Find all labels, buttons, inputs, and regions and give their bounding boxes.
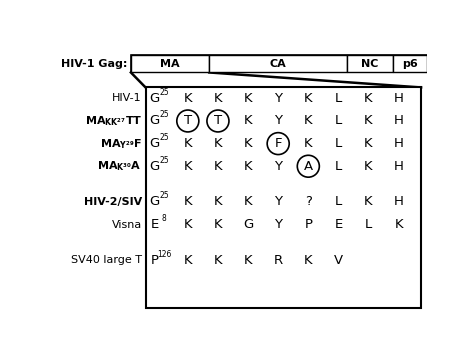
Text: K: K bbox=[183, 218, 192, 231]
Text: K: K bbox=[364, 160, 373, 173]
Text: K: K bbox=[183, 137, 192, 150]
Text: K: K bbox=[244, 254, 252, 267]
Text: F: F bbox=[274, 137, 282, 150]
Text: L: L bbox=[335, 137, 342, 150]
Text: G: G bbox=[243, 218, 253, 231]
Text: NC: NC bbox=[361, 59, 378, 69]
Text: K: K bbox=[183, 160, 192, 173]
Text: Y: Y bbox=[274, 218, 282, 231]
Text: K: K bbox=[183, 254, 192, 267]
Text: K: K bbox=[244, 137, 252, 150]
Text: H: H bbox=[394, 114, 404, 127]
Text: H: H bbox=[394, 160, 404, 173]
Text: L: L bbox=[335, 160, 342, 173]
Text: K: K bbox=[214, 195, 222, 209]
Text: K: K bbox=[364, 195, 373, 209]
Text: K: K bbox=[214, 160, 222, 173]
Text: MA: MA bbox=[160, 59, 180, 69]
Bar bbox=[131, 55, 209, 73]
Text: A: A bbox=[304, 160, 313, 173]
Text: ?: ? bbox=[305, 195, 312, 209]
Text: 25: 25 bbox=[159, 156, 169, 165]
Text: CA: CA bbox=[270, 59, 286, 69]
Text: E: E bbox=[151, 218, 159, 231]
Text: T: T bbox=[214, 114, 222, 127]
Text: K: K bbox=[394, 218, 403, 231]
Text: G: G bbox=[150, 114, 160, 127]
Text: Y: Y bbox=[274, 160, 282, 173]
Text: K: K bbox=[244, 92, 252, 105]
Text: G: G bbox=[150, 137, 160, 150]
Text: E: E bbox=[334, 218, 343, 231]
Text: 25: 25 bbox=[159, 88, 169, 97]
Text: $\mathbf{MA}_{\mathbf{K}^{\mathbf{30}}}\mathbf{A}$: $\mathbf{MA}_{\mathbf{K}^{\mathbf{30}}}\… bbox=[97, 159, 142, 173]
Text: Y: Y bbox=[274, 114, 282, 127]
Text: $\mathbf{MA}_{\mathbf{Y}^{\mathbf{29}}}\mathbf{F}$: $\mathbf{MA}_{\mathbf{Y}^{\mathbf{29}}}\… bbox=[100, 137, 142, 150]
Text: K: K bbox=[214, 218, 222, 231]
Text: G: G bbox=[150, 195, 160, 209]
Text: H: H bbox=[394, 92, 404, 105]
Text: HIV-1: HIV-1 bbox=[112, 93, 142, 103]
Text: K: K bbox=[364, 92, 373, 105]
Text: L: L bbox=[335, 114, 342, 127]
Text: T: T bbox=[184, 114, 192, 127]
Text: K: K bbox=[214, 254, 222, 267]
Bar bbox=[392, 55, 427, 73]
Text: K: K bbox=[244, 195, 252, 209]
Bar bbox=[209, 55, 347, 73]
Text: HIV-2/SIV: HIV-2/SIV bbox=[83, 197, 142, 207]
Text: K: K bbox=[304, 137, 313, 150]
Text: G: G bbox=[150, 92, 160, 105]
Text: p6: p6 bbox=[402, 59, 418, 69]
Text: 25: 25 bbox=[159, 133, 169, 142]
Text: L: L bbox=[365, 218, 372, 231]
Text: HIV-1 Gag:: HIV-1 Gag: bbox=[61, 59, 127, 69]
Text: K: K bbox=[183, 195, 192, 209]
Text: P: P bbox=[304, 218, 312, 231]
Text: P: P bbox=[151, 254, 159, 267]
Text: V: V bbox=[334, 254, 343, 267]
Text: K: K bbox=[244, 160, 252, 173]
Text: K: K bbox=[364, 114, 373, 127]
Text: R: R bbox=[273, 254, 283, 267]
Bar bbox=[131, 55, 427, 73]
Text: K: K bbox=[214, 137, 222, 150]
Text: H: H bbox=[394, 195, 404, 209]
Text: 8: 8 bbox=[162, 214, 167, 223]
Text: L: L bbox=[335, 92, 342, 105]
Text: H: H bbox=[394, 137, 404, 150]
Text: 25: 25 bbox=[159, 110, 169, 120]
Text: K: K bbox=[304, 114, 313, 127]
Text: Y: Y bbox=[274, 195, 282, 209]
Text: G: G bbox=[150, 160, 160, 173]
Text: L: L bbox=[335, 195, 342, 209]
Text: K: K bbox=[304, 254, 313, 267]
Text: K: K bbox=[214, 92, 222, 105]
Text: 126: 126 bbox=[157, 250, 172, 259]
Bar bbox=[347, 55, 392, 73]
Text: 25: 25 bbox=[159, 192, 169, 200]
Text: Y: Y bbox=[274, 92, 282, 105]
Text: K: K bbox=[244, 114, 252, 127]
Text: K: K bbox=[304, 92, 313, 105]
Bar bbox=[146, 87, 421, 308]
Text: $\mathbf{MA}_{\mathbf{KK}^{\mathbf{27}}}\mathbf{TT}$: $\mathbf{MA}_{\mathbf{KK}^{\mathbf{27}}}… bbox=[85, 114, 142, 128]
Text: K: K bbox=[364, 137, 373, 150]
Text: SV40 large T: SV40 large T bbox=[71, 255, 142, 265]
Text: K: K bbox=[183, 92, 192, 105]
Text: Visna: Visna bbox=[112, 219, 142, 229]
